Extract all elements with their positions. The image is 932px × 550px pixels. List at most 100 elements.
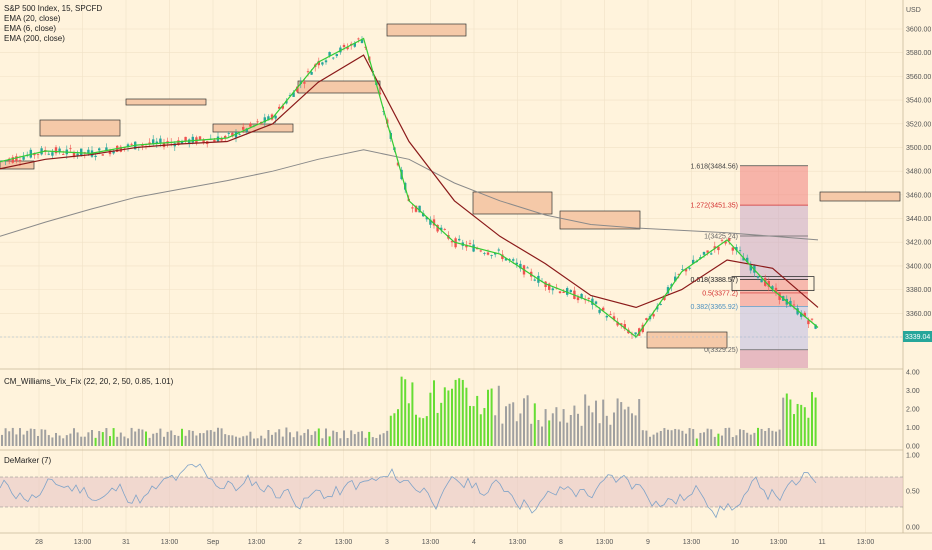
vix-bar xyxy=(22,434,25,446)
vix-bar xyxy=(256,438,259,446)
candle-body xyxy=(321,62,324,65)
vix-bar xyxy=(674,428,677,446)
candle-body xyxy=(317,60,320,66)
vix-bar xyxy=(152,433,155,446)
candle-body xyxy=(800,312,803,317)
candle-body xyxy=(47,153,50,155)
candle-body xyxy=(803,312,806,317)
vix-bar xyxy=(706,428,709,446)
vix-bar xyxy=(51,437,54,446)
vix-bar xyxy=(260,435,263,446)
candle-body xyxy=(688,267,691,269)
vix-bar xyxy=(699,432,702,446)
candle-body xyxy=(558,291,562,293)
vix-bar xyxy=(343,430,345,446)
candle-body xyxy=(645,318,648,320)
vix-bar xyxy=(523,398,525,446)
vix-bar xyxy=(155,432,158,446)
legend-ema20[interactable]: EMA (20, close) xyxy=(4,14,61,23)
vix-bar xyxy=(389,415,392,446)
vix-bar xyxy=(584,394,587,446)
vix-bar xyxy=(127,438,129,446)
vix-bar xyxy=(487,389,489,446)
vix-bar xyxy=(98,431,101,446)
vix-bar xyxy=(224,434,227,446)
vix-bar xyxy=(757,427,759,446)
vix-bar xyxy=(328,436,331,446)
vix-bar xyxy=(116,436,119,446)
vix-tick-label: 2.00 xyxy=(906,407,920,414)
chart-legend: S&P 500 Index, 15, SPCFD EMA (20, close)… xyxy=(4,4,102,44)
candle-body xyxy=(634,332,637,335)
vix-bar xyxy=(267,430,270,446)
vix-bar xyxy=(627,406,630,446)
vix-bar xyxy=(217,427,219,446)
candle-body xyxy=(598,309,601,313)
candle-body xyxy=(789,300,792,306)
vix-tick-label: 4.00 xyxy=(906,370,920,377)
vix-bar xyxy=(631,413,633,446)
candle-body xyxy=(342,44,346,48)
vix-bar xyxy=(173,435,176,446)
vix-bar xyxy=(1,434,3,446)
candle-body xyxy=(267,116,270,121)
vix-bar xyxy=(785,393,788,446)
vix-bar xyxy=(688,428,691,446)
candle-body xyxy=(292,92,295,97)
vix-bar xyxy=(379,434,381,446)
candle-body xyxy=(224,135,227,139)
candle-body xyxy=(479,250,482,252)
candle-body xyxy=(126,144,130,148)
fib-level-label: 1(3425.24) xyxy=(704,234,738,241)
vix-bar xyxy=(29,428,32,446)
legend-ema200[interactable]: EMA (200, close) xyxy=(4,34,65,43)
vix-bar xyxy=(803,407,806,446)
fib-zone-base xyxy=(740,349,808,368)
vix-bar xyxy=(562,409,565,446)
vix-bar xyxy=(8,431,11,446)
vix-bar xyxy=(649,436,651,446)
candle-body xyxy=(717,246,720,251)
vix-fix-histogram xyxy=(1,376,817,446)
candle-body xyxy=(432,219,436,226)
vix-bar xyxy=(231,435,234,446)
vix-bar xyxy=(37,435,39,446)
fib-level-label: 0.382(3365.92) xyxy=(691,304,738,311)
demarker-label[interactable]: DeMarker (7) xyxy=(4,456,52,465)
candle-body xyxy=(396,162,400,166)
candle-body xyxy=(652,314,655,317)
last-price-value: 3339.04 xyxy=(905,334,930,341)
vix-bar xyxy=(213,431,216,446)
candle-body xyxy=(443,228,446,230)
vix-bar xyxy=(159,428,162,446)
candle-body xyxy=(378,92,382,95)
demarker-tick-label: 0.00 xyxy=(906,525,920,532)
candle-body xyxy=(533,279,536,281)
vix-bar xyxy=(548,420,551,446)
vix-bar xyxy=(764,430,767,446)
vix-bar xyxy=(512,402,515,446)
vix-bar xyxy=(807,417,810,446)
legend-ema6[interactable]: EMA (6, close) xyxy=(4,24,57,33)
candle-body xyxy=(609,314,612,316)
vix-bar xyxy=(634,415,637,446)
time-tick-label: 13:00 xyxy=(161,539,179,546)
vix-fix-label[interactable]: CM_Williams_Vix_Fix (22, 20, 2, 50, 0.85… xyxy=(4,377,174,386)
vix-bar xyxy=(429,392,432,446)
vix-bar xyxy=(793,414,795,446)
candle-body xyxy=(270,114,274,120)
candle-body xyxy=(324,60,328,63)
vix-bar xyxy=(436,412,439,446)
time-tick-label: 28 xyxy=(35,539,43,546)
candle-body xyxy=(706,250,709,253)
vix-bar xyxy=(94,437,97,446)
candle-body xyxy=(623,324,626,329)
vix-bar xyxy=(778,429,781,446)
vix-bar xyxy=(271,434,273,446)
candle-body xyxy=(562,291,565,294)
candle-body xyxy=(177,140,180,146)
vix-bar xyxy=(181,428,183,446)
vix-bar xyxy=(130,427,133,446)
vix-bar xyxy=(404,379,407,446)
